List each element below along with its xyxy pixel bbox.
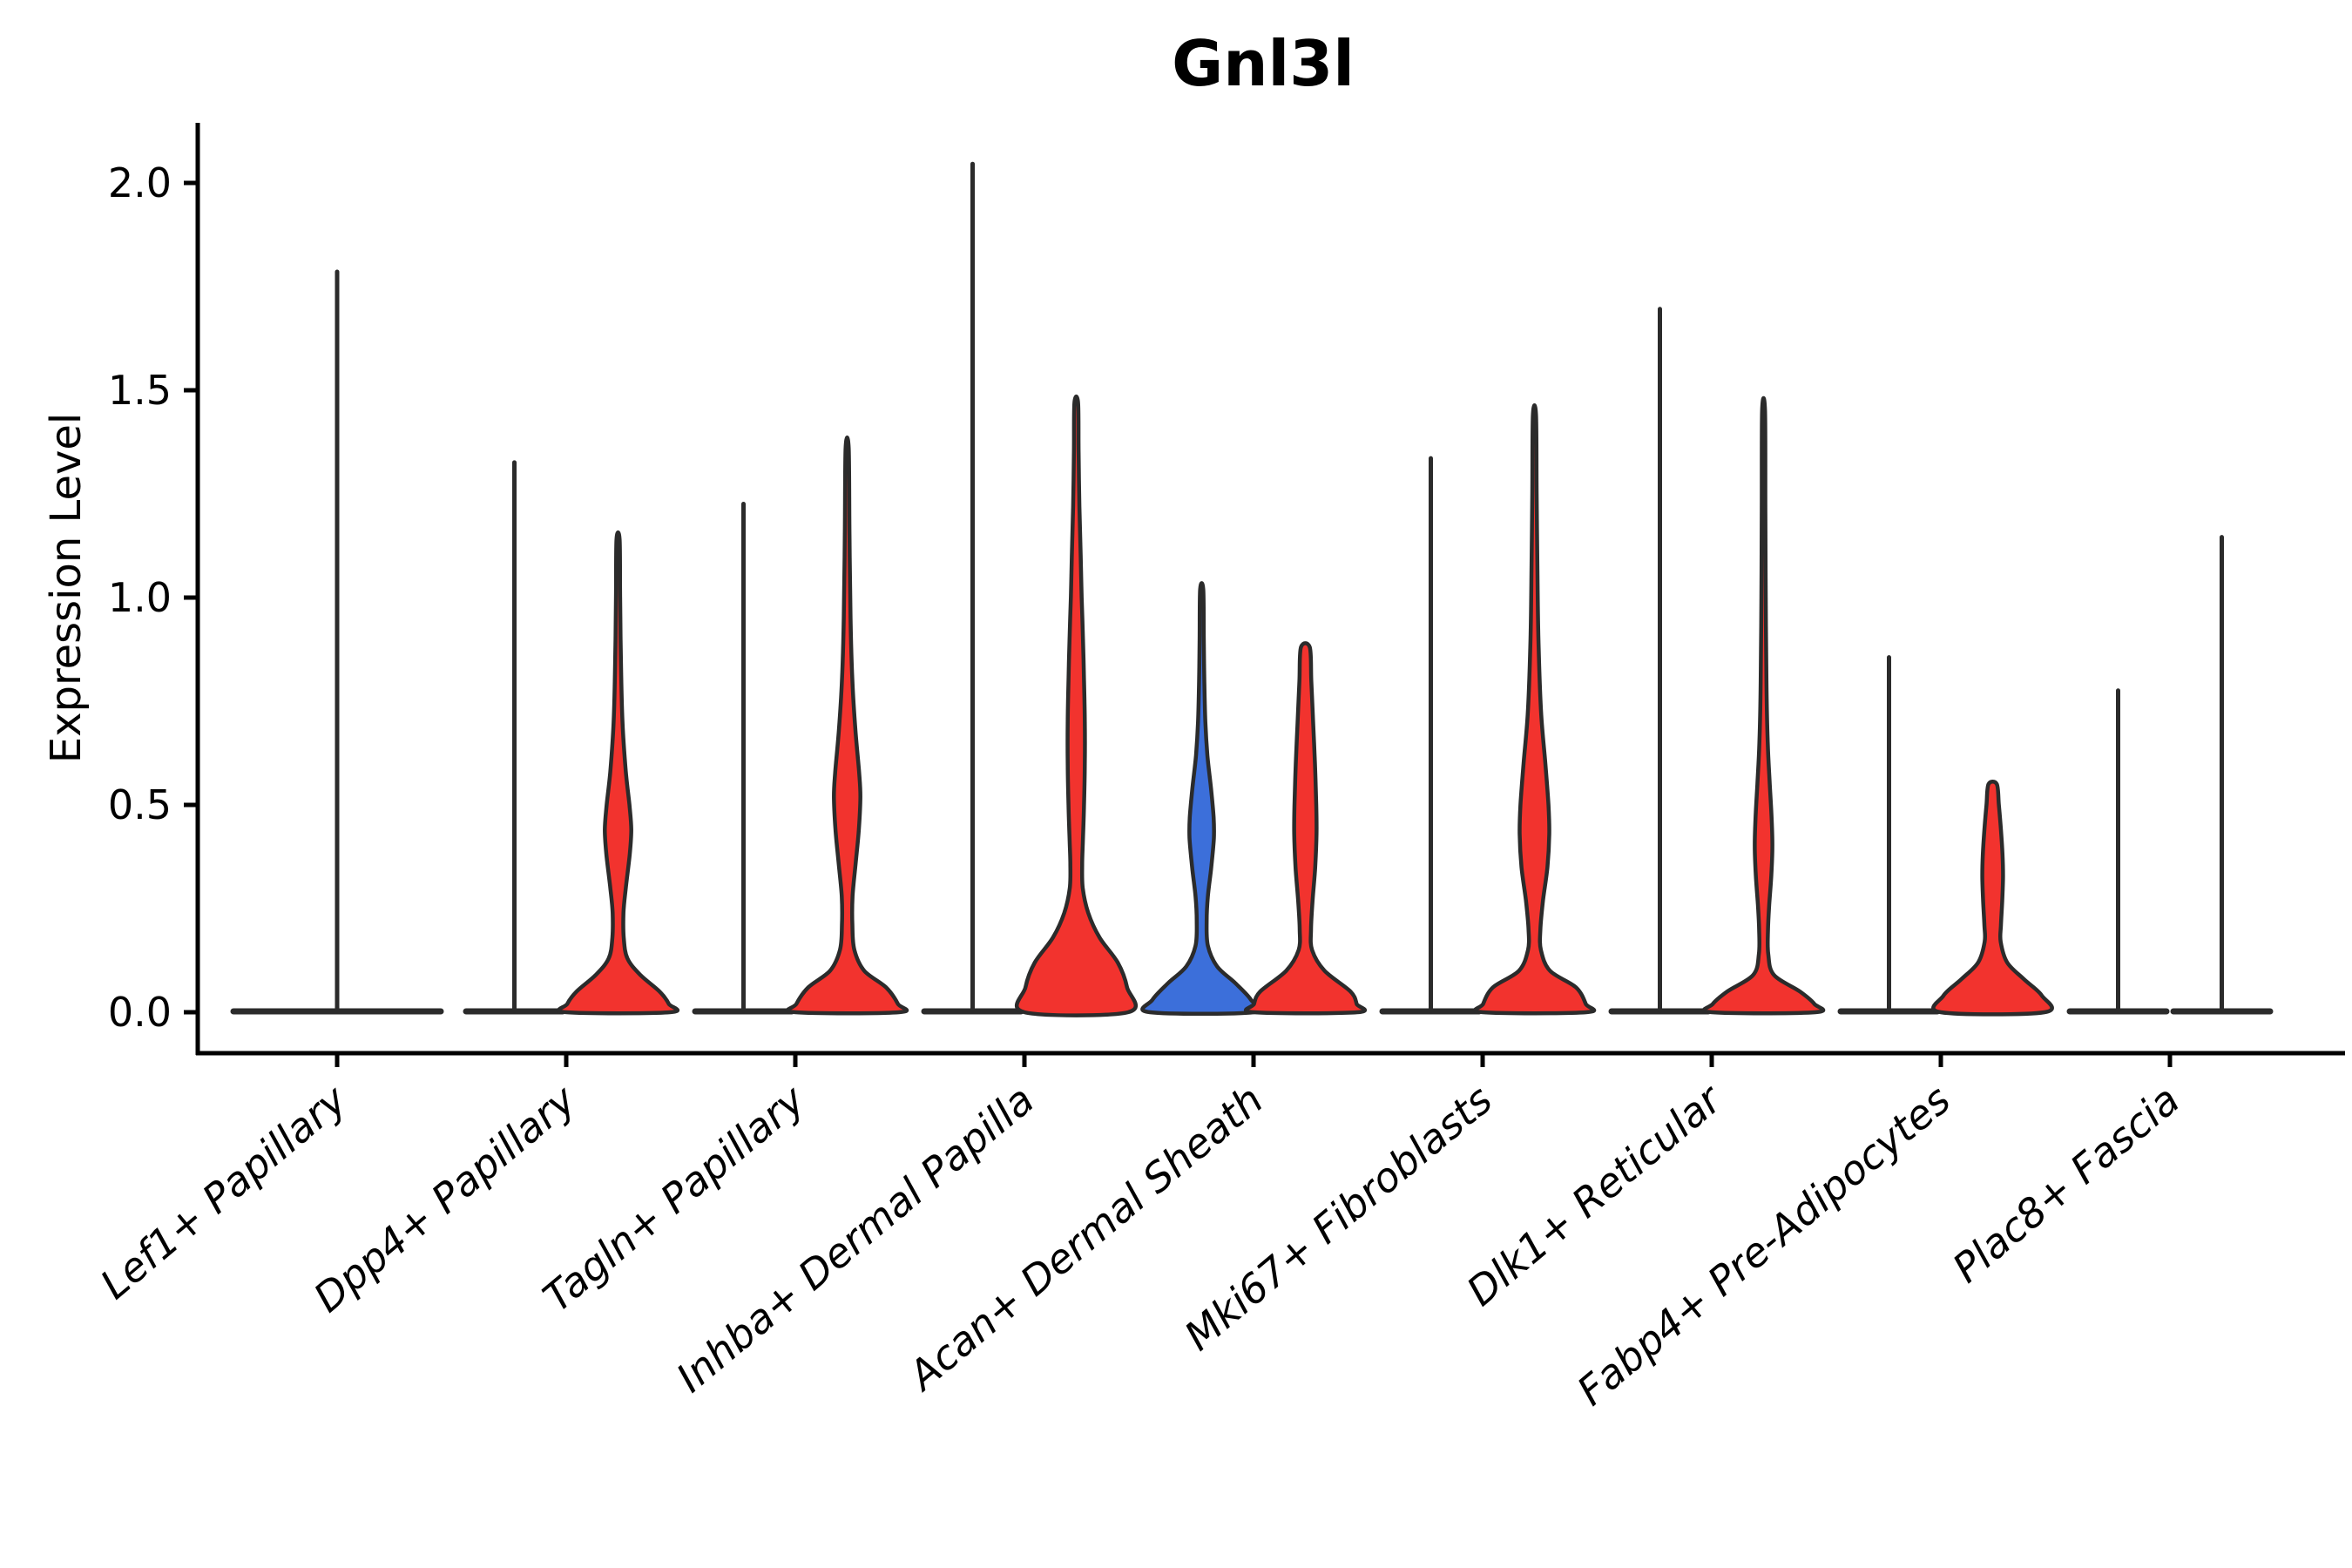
y-tick-label: 1.0 — [108, 574, 172, 621]
y-tick-label: 0.5 — [108, 781, 172, 828]
y-tick-label: 2.0 — [108, 159, 172, 206]
x-tick-label: Fabp4+ Pre-Adipocytes — [1568, 1076, 1959, 1415]
x-tick-label: Lef1+ Papillary — [91, 1076, 356, 1308]
y-tick-label: 1.5 — [108, 367, 172, 414]
violin-red — [556, 530, 680, 1016]
violin-layer — [230, 161, 2274, 1017]
x-tick-label: Plac8+ Fascia — [1943, 1076, 2188, 1292]
violin-red — [1931, 779, 2054, 1017]
y-tick-label: 0.0 — [108, 989, 172, 1036]
violin-red — [785, 435, 909, 1016]
axes-layer — [184, 123, 2345, 1067]
violin-red — [1472, 403, 1597, 1016]
y-axis-label: Expression Level — [42, 413, 91, 764]
violin-red — [1015, 394, 1138, 1017]
plot-title: Gnl3l — [1172, 27, 1355, 100]
violin-red — [1701, 395, 1826, 1016]
violin-blue — [1140, 581, 1263, 1017]
violin-red — [1243, 641, 1368, 1016]
x-tick-label: Inhba+ Dermal Papilla — [667, 1076, 1043, 1402]
